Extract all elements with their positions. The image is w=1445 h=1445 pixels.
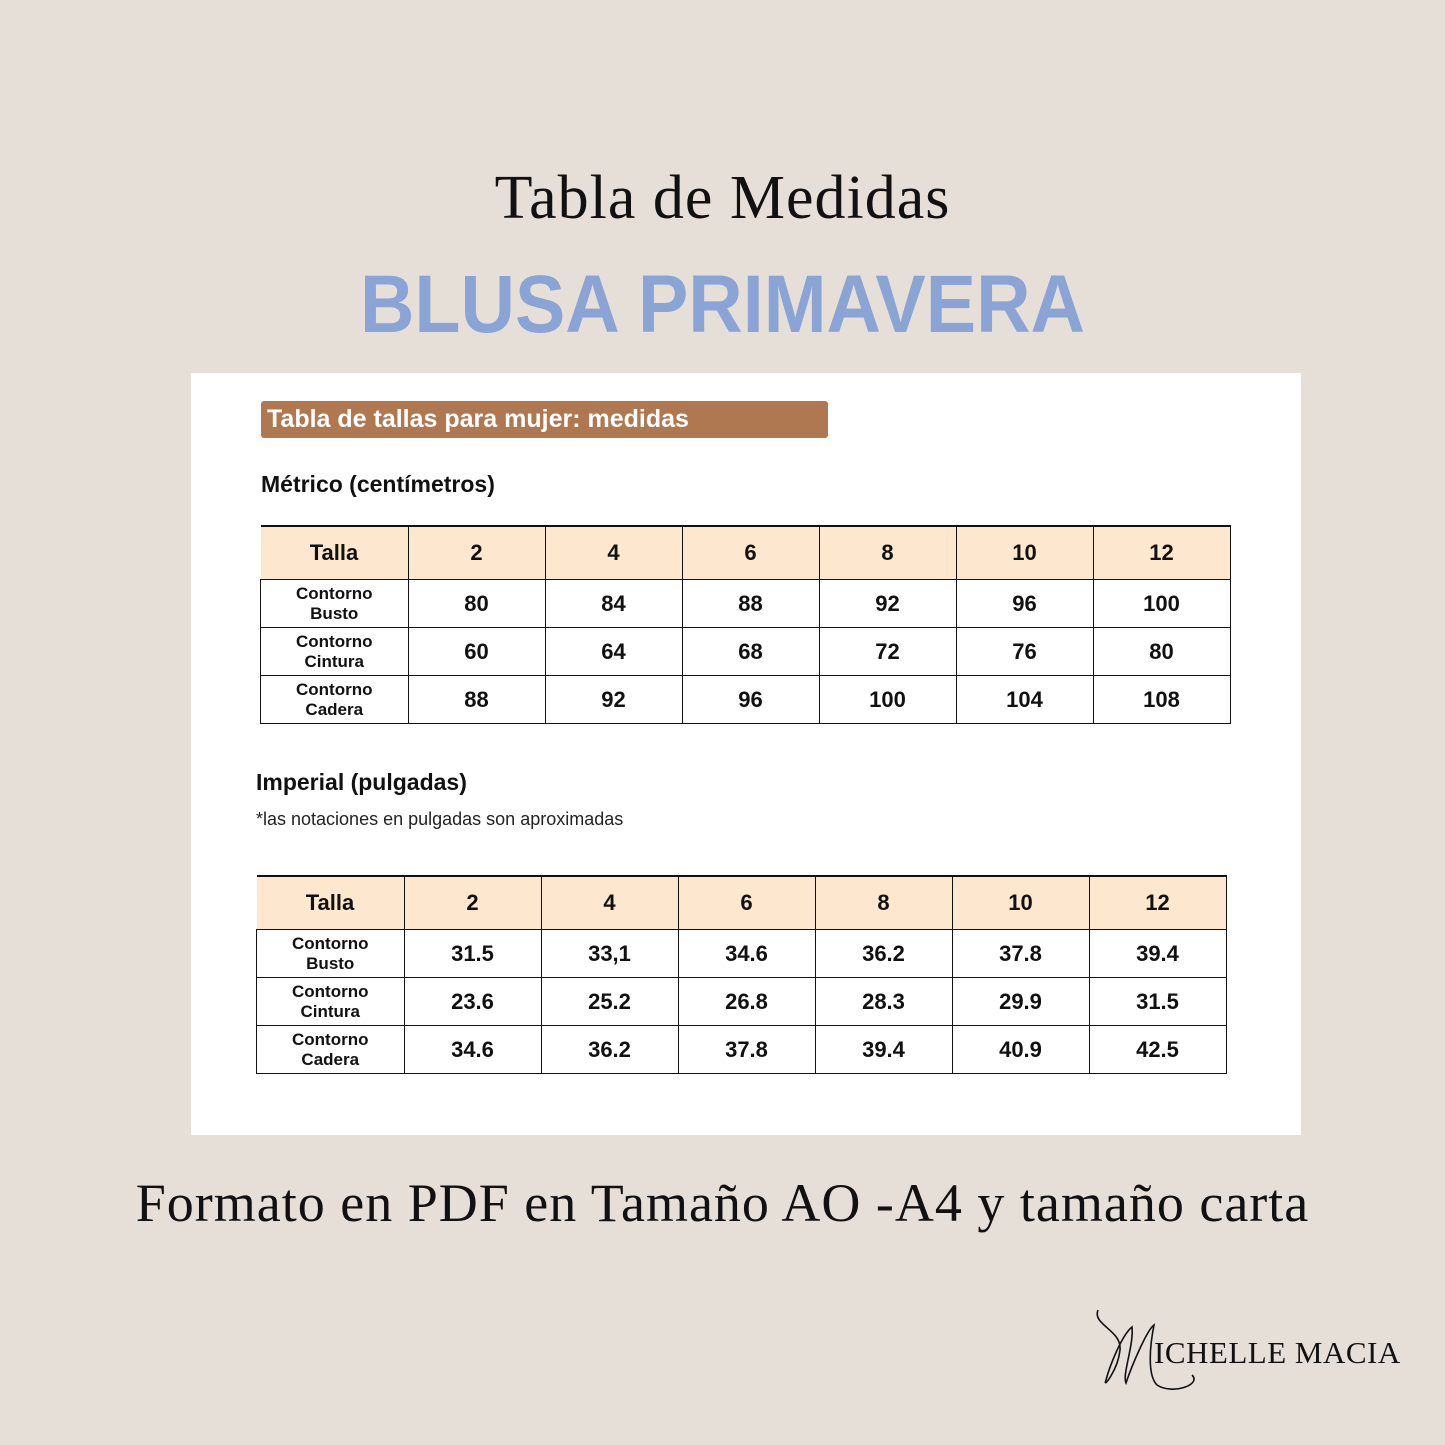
table-row: Contorno Busto 80 84 88 92 96 100 (260, 579, 1231, 628)
column-header: 8 (814, 875, 953, 930)
row-label-line1: Contorno (296, 583, 373, 603)
table-row: Contorno Cadera 88 92 96 100 104 108 (260, 675, 1231, 724)
page-title: Tabla de Medidas (494, 164, 951, 232)
table-cell: 23.6 (403, 977, 542, 1026)
column-header: 4 (540, 875, 679, 930)
row-label: Contorno Cintura (256, 977, 405, 1026)
table-cell: 26.8 (677, 977, 816, 1026)
brand-logo: ICHELLE MACIA (1092, 1305, 1412, 1395)
table-cell: 72 (818, 627, 957, 676)
column-header: 6 (681, 525, 820, 580)
table-cell: 36.2 (814, 929, 953, 978)
column-header: 10 (951, 875, 1090, 930)
table-cell: 92 (544, 675, 683, 724)
table-cell: 100 (1092, 579, 1231, 628)
table-cell: 88 (681, 579, 820, 628)
row-label-line2: Cadera (305, 699, 364, 719)
table-cell: 34.6 (403, 1025, 542, 1074)
row-label-line2: Busto (306, 953, 355, 973)
table-cell: 68 (681, 627, 820, 676)
table-cell: 36.2 (540, 1025, 679, 1074)
imperial-note: *las notaciones en pulgadas son aproxima… (256, 809, 624, 829)
logo-monogram-m (1096, 1309, 1195, 1390)
table-cell: 104 (955, 675, 1094, 724)
table-cell: 34.6 (677, 929, 816, 978)
table-cell: 31.5 (403, 929, 542, 978)
table-cell: 37.8 (951, 929, 1090, 978)
column-header: 2 (407, 525, 546, 580)
table-cell: 28.3 (814, 977, 953, 1026)
imperial-heading: Imperial (pulgadas) (256, 769, 467, 795)
column-header: 6 (677, 875, 816, 930)
row-label-line2: Busto (310, 603, 359, 623)
size-chart-card: Tabla de tallas para mujer: medidas Métr… (191, 373, 1301, 1135)
table-cell: 92 (818, 579, 957, 628)
row-label-line2: Cadera (301, 1049, 360, 1069)
table-cell: 96 (681, 675, 820, 724)
imperial-table: Talla 2 4 6 8 10 12 Contorno Busto 31.5 33,1 34.6 36… (256, 875, 1227, 1074)
row-label: Contorno Cadera (256, 1025, 405, 1074)
metric-heading: Métrico (centímetros) (261, 471, 495, 497)
column-header: 4 (544, 525, 683, 580)
metric-table: Talla 2 4 6 8 10 12 Contorno Busto 80 84 88 92 96 100 C… (260, 525, 1231, 724)
column-header: 12 (1092, 525, 1231, 580)
table-cell: 39.4 (1088, 929, 1227, 978)
chart-banner: Tabla de tallas para mujer: medidas (261, 401, 828, 438)
column-header: 10 (955, 525, 1094, 580)
table-cell: 29.9 (951, 977, 1090, 1026)
table-header-row: Talla 2 4 6 8 10 12 (260, 525, 1231, 580)
table-row: Contorno Cadera 34.6 36.2 37.8 39.4 40.9 42.5 (256, 1025, 1227, 1074)
logo-text: ICHELLE MACIA (1154, 1335, 1401, 1370)
table-cell: 31.5 (1088, 977, 1227, 1026)
row-label: Contorno Busto (260, 579, 409, 628)
row-label-line1: Contorno (292, 981, 369, 1001)
table-row: Contorno Busto 31.5 33,1 34.6 36.2 37.8 39.4 (256, 929, 1227, 978)
format-note: Formato en PDF en Tamaño AO -A4 y tamaño… (135, 1173, 1310, 1233)
table-cell: 80 (407, 579, 546, 628)
table-header-row: Talla 2 4 6 8 10 12 (256, 875, 1227, 930)
table-cell: 84 (544, 579, 683, 628)
row-label-line1: Contorno (292, 1029, 369, 1049)
row-label-line2: Cintura (304, 651, 365, 671)
table-cell: 100 (818, 675, 957, 724)
row-label-line2: Cintura (300, 1001, 361, 1021)
table-cell: 80 (1092, 627, 1231, 676)
row-label: Contorno Cintura (260, 627, 409, 676)
row-label-line1: Contorno (292, 933, 369, 953)
table-cell: 96 (955, 579, 1094, 628)
column-header: 2 (403, 875, 542, 930)
column-header: 12 (1088, 875, 1227, 930)
column-header: Talla (260, 525, 409, 580)
table-cell: 33,1 (540, 929, 679, 978)
table-cell: 108 (1092, 675, 1231, 724)
table-cell: 60 (407, 627, 546, 676)
row-label-line1: Contorno (296, 631, 373, 651)
table-cell: 88 (407, 675, 546, 724)
table-cell: 76 (955, 627, 1094, 676)
table-cell: 42.5 (1088, 1025, 1227, 1074)
row-label-line1: Contorno (296, 679, 373, 699)
table-row: Contorno Cintura 23.6 25.2 26.8 28.3 29.9 31.5 (256, 977, 1227, 1026)
product-title: BLUSA PRIMAVERA (359, 259, 1086, 350)
table-cell: 40.9 (951, 1025, 1090, 1074)
table-cell: 39.4 (814, 1025, 953, 1074)
column-header: 8 (818, 525, 957, 580)
table-cell: 37.8 (677, 1025, 816, 1074)
column-header: Talla (256, 875, 405, 930)
table-cell: 25.2 (540, 977, 679, 1026)
row-label: Contorno Cadera (260, 675, 409, 724)
row-label: Contorno Busto (256, 929, 405, 978)
table-cell: 64 (544, 627, 683, 676)
table-row: Contorno Cintura 60 64 68 72 76 80 (260, 627, 1231, 676)
